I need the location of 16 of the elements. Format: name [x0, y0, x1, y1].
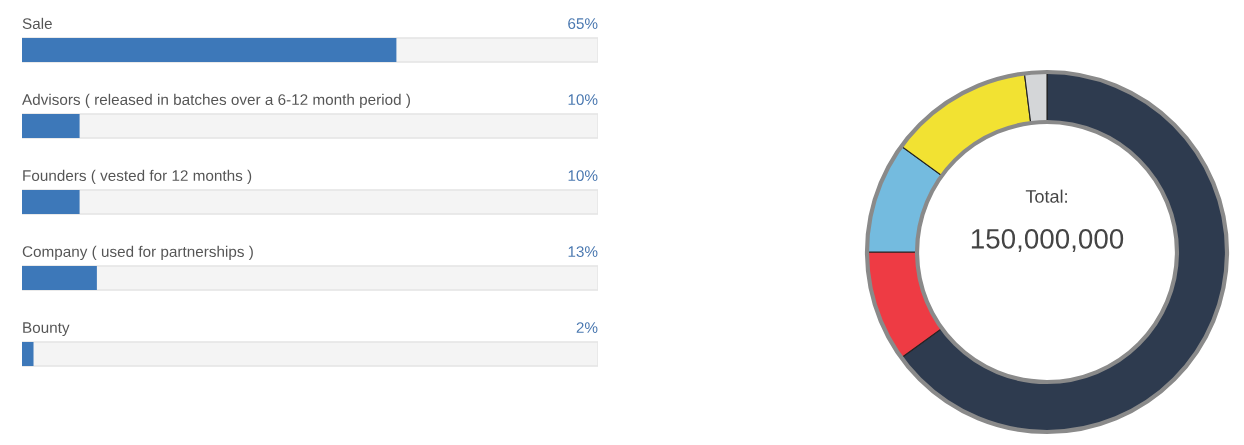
- category-label: Founders ( vested for 12 months ): [23, 169, 252, 185]
- category-label: Company ( used for partnerships ): [22, 245, 253, 261]
- data-label: 13%: [568, 246, 598, 258]
- data-label: 65%: [568, 18, 598, 30]
- text: 150,000,000: [971, 228, 1124, 252]
- category-label: Sale: [22, 17, 52, 30]
- bar: [22, 341, 34, 366]
- category-label: Bounty: [23, 322, 70, 337]
- category-label: Advisors ( released in batches over a 6-12 month period ): [22, 93, 410, 109]
- bar: [22, 189, 80, 214]
- bar: [22, 113, 80, 138]
- text: Total:: [1025, 189, 1067, 203]
- bar: [22, 265, 97, 290]
- data-label: 10%: [568, 170, 598, 182]
- data-label: 2%: [576, 322, 598, 333]
- data-label: 10%: [568, 94, 598, 106]
